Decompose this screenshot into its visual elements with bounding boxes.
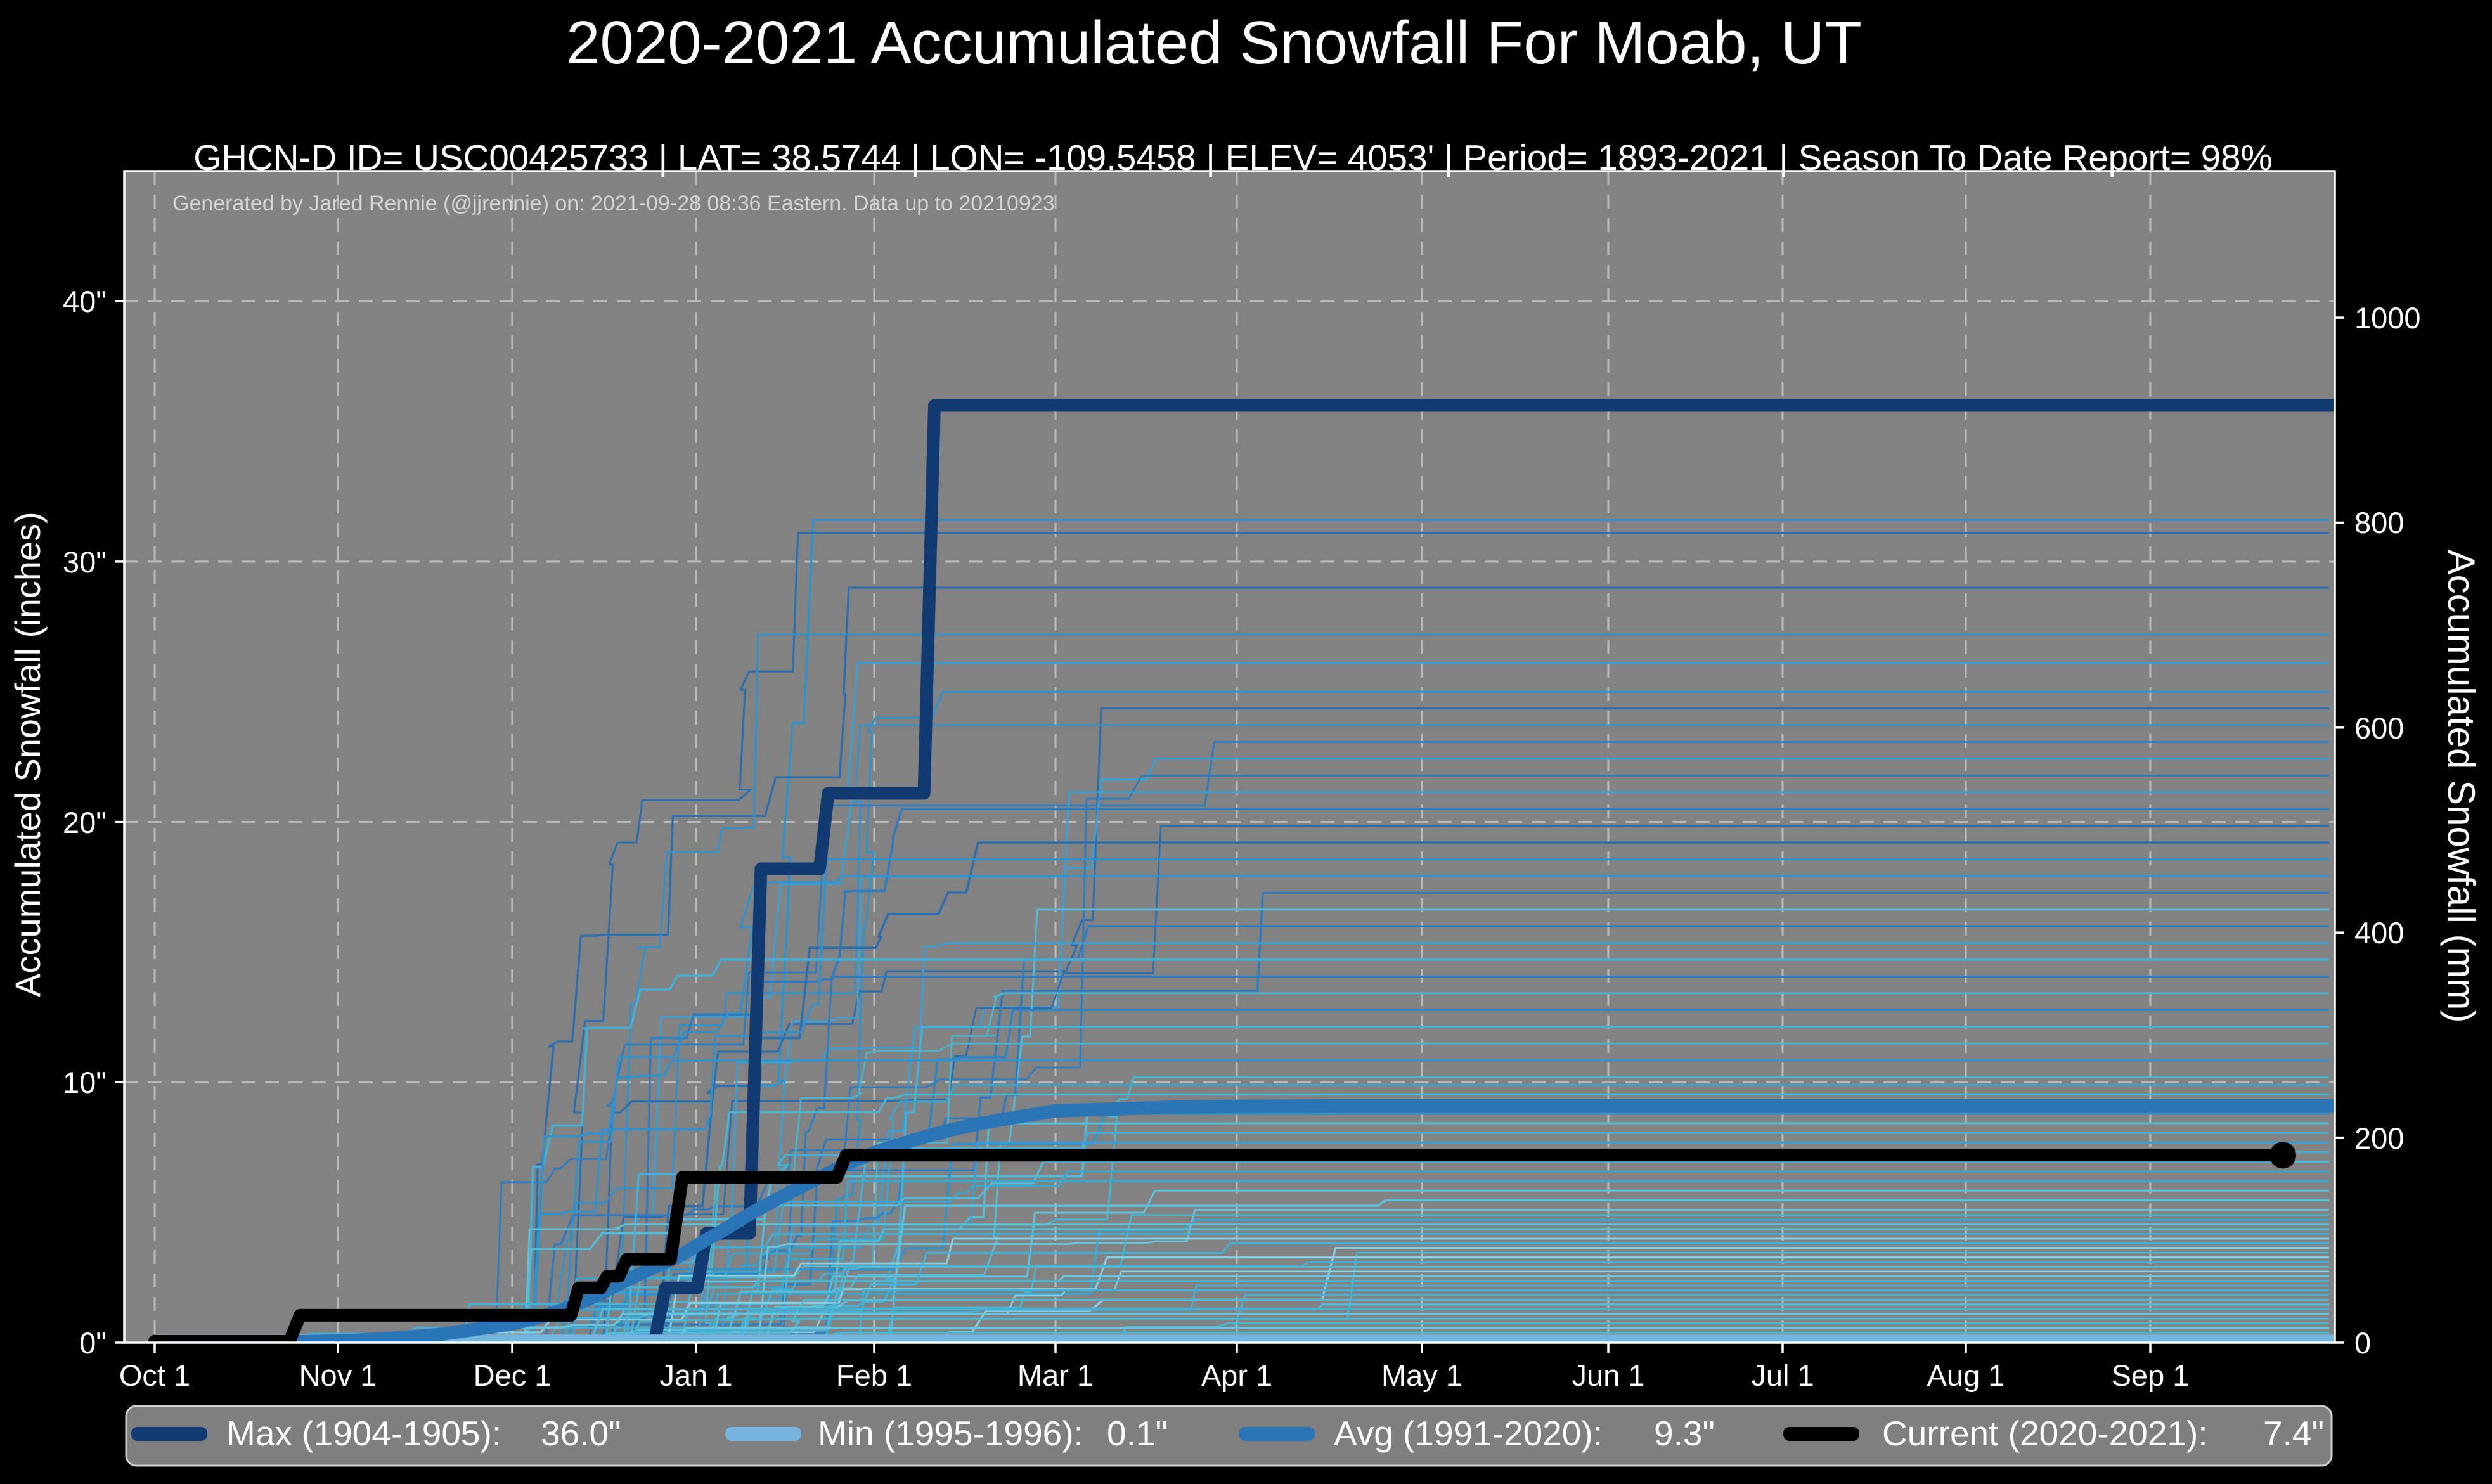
svg-text:36.0": 36.0" bbox=[541, 1414, 621, 1453]
svg-text:Sep 1: Sep 1 bbox=[2112, 1358, 2190, 1392]
svg-text:Feb 1: Feb 1 bbox=[836, 1358, 912, 1392]
svg-text:0.1": 0.1" bbox=[1107, 1414, 1168, 1453]
svg-text:200: 200 bbox=[2354, 1121, 2404, 1155]
svg-text:Generated by Jared Rennie (@jj: Generated by Jared Rennie (@jjrennie) on… bbox=[172, 191, 1055, 216]
svg-text:40": 40" bbox=[63, 285, 107, 318]
svg-text:Dec 1: Dec 1 bbox=[474, 1358, 552, 1392]
svg-text:20": 20" bbox=[63, 806, 107, 839]
svg-text:Jul 1: Jul 1 bbox=[1751, 1358, 1814, 1392]
svg-text:Mar 1: Mar 1 bbox=[1017, 1358, 1094, 1392]
svg-text:Accumulated Snowfall (inches): Accumulated Snowfall (inches) bbox=[8, 512, 48, 997]
svg-text:Max (1904-1905):: Max (1904-1905): bbox=[226, 1414, 501, 1453]
svg-text:Min (1995-1996):: Min (1995-1996): bbox=[818, 1414, 1083, 1453]
svg-text:2020-2021 Accumulated Snowfall: 2020-2021 Accumulated Snowfall For Moab,… bbox=[566, 9, 1862, 77]
svg-text:Accumulated Snowfall (mm): Accumulated Snowfall (mm) bbox=[2440, 550, 2482, 1023]
svg-text:7.4": 7.4" bbox=[2263, 1414, 2324, 1453]
svg-text:Oct 1: Oct 1 bbox=[119, 1358, 190, 1392]
svg-text:May 1: May 1 bbox=[1381, 1358, 1462, 1392]
svg-text:Current (2020-2021):: Current (2020-2021): bbox=[1882, 1414, 2208, 1453]
svg-text:0": 0" bbox=[79, 1326, 107, 1360]
svg-text:Apr 1: Apr 1 bbox=[1201, 1358, 1272, 1392]
svg-text:Nov 1: Nov 1 bbox=[299, 1358, 377, 1392]
svg-text:Jan 1: Jan 1 bbox=[660, 1358, 733, 1392]
svg-text:0: 0 bbox=[2354, 1326, 2371, 1360]
svg-text:Aug 1: Aug 1 bbox=[1927, 1358, 2005, 1392]
svg-text:400: 400 bbox=[2354, 916, 2404, 950]
svg-text:30": 30" bbox=[63, 545, 107, 579]
svg-text:600: 600 bbox=[2354, 711, 2404, 745]
svg-text:Jun 1: Jun 1 bbox=[1572, 1358, 1645, 1392]
svg-text:9.3": 9.3" bbox=[1654, 1414, 1715, 1453]
svg-text:1000: 1000 bbox=[2354, 301, 2421, 335]
svg-text:800: 800 bbox=[2354, 506, 2404, 539]
svg-text:10": 10" bbox=[63, 1066, 107, 1099]
svg-text:GHCN-D ID= USC00425733 | LAT=: GHCN-D ID= USC00425733 | LAT= 38.5744 | … bbox=[193, 138, 2273, 177]
svg-text:Avg (1991-2020):: Avg (1991-2020): bbox=[1334, 1414, 1603, 1453]
